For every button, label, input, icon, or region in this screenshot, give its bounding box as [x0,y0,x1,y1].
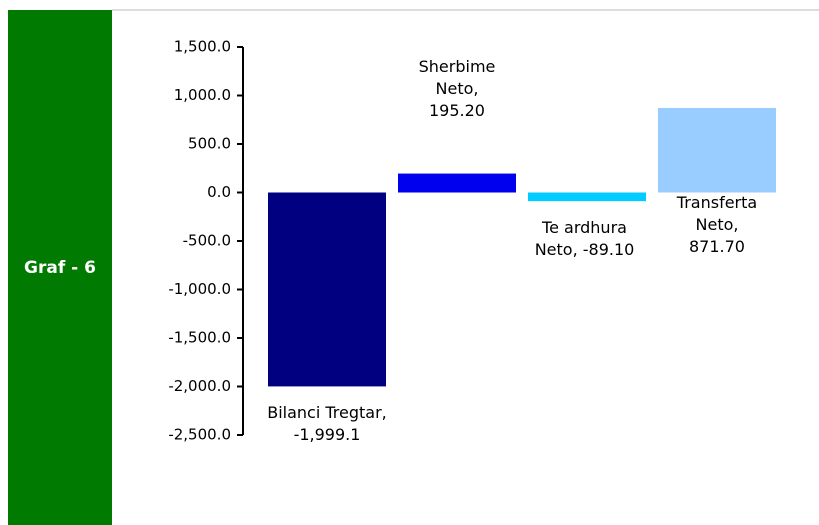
data-label: Te ardhura Neto, -89.10 [534,218,635,260]
bar [658,107,776,193]
y-tick-label: 1,500.0 [174,38,231,56]
data-label: Sherbime Neto, 195.20 [418,56,496,120]
y-tick-label: 0.0 [207,183,231,201]
bar [398,173,516,193]
y-tick-label: 500.0 [188,135,231,153]
y-tick-label: 1,000.0 [174,86,231,104]
side-label: Graf - 6 [8,10,112,525]
bar [268,192,386,387]
y-tick-label: -1,500.0 [168,329,231,347]
y-tick-label: -1,000.0 [168,280,231,298]
data-label: Bilanci Tregtar, -1,999.1 [267,403,387,445]
y-tick-label: -2,000.0 [168,377,231,395]
y-tick-label: -2,500.0 [168,426,231,444]
y-tick-label: -500.0 [183,232,231,250]
bar [528,192,646,202]
data-label: Transferta Neto, 871.70 [676,193,758,256]
